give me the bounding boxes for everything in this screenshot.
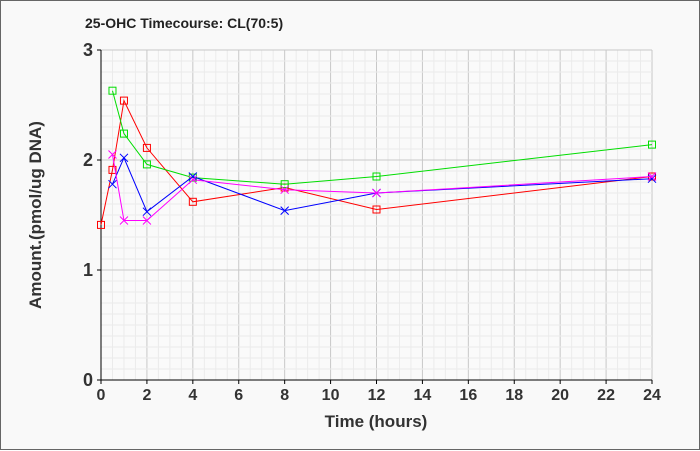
data-point-green	[280, 180, 289, 189]
x-axis-label: Time (hours)	[325, 412, 428, 431]
data-point-blue	[188, 172, 198, 181]
data-point-magenta	[142, 216, 152, 225]
chart-title: 25-OHC Timecourse: CL(70:5)	[85, 15, 283, 31]
data-point-red	[108, 165, 117, 174]
data-point-red	[119, 96, 128, 105]
data-point-blue	[108, 179, 117, 189]
x-tick-label: 2	[142, 387, 151, 404]
x-tick-label: 24	[643, 387, 661, 404]
data-point-green	[372, 172, 381, 181]
data-point-green	[119, 129, 128, 138]
data-point-magenta	[647, 172, 657, 181]
data-point-magenta	[108, 150, 117, 159]
data-point-magenta	[372, 188, 381, 198]
x-tick-label: 20	[551, 387, 569, 404]
x-tick-label: 14	[414, 387, 432, 404]
data-point-blue	[142, 207, 152, 217]
x-tick-label: 0	[97, 387, 106, 404]
data-point-red	[97, 220, 105, 229]
y-tick-label: 1	[83, 260, 93, 280]
data-point-blue	[647, 174, 657, 184]
series-line-red	[100, 98, 653, 226]
data-point-red	[142, 143, 151, 152]
x-tick-label: 12	[368, 387, 386, 404]
data-point-magenta	[188, 175, 198, 185]
data-point-red	[372, 205, 381, 214]
data-point-magenta	[280, 185, 290, 195]
x-tick-label: 4	[188, 387, 197, 404]
y-axis-label: Amount.(pmol/ug DNA)	[26, 121, 45, 309]
series-line-green	[111, 90, 653, 185]
y-tick-label: 0	[83, 370, 93, 390]
data-point-red	[188, 197, 197, 206]
data-point-green	[648, 140, 656, 149]
x-tick-label: 6	[234, 387, 243, 404]
data-point-magenta	[119, 216, 129, 225]
y-tick-label: 3	[83, 40, 93, 60]
data-point-green	[108, 86, 117, 95]
data-point-blue	[280, 206, 290, 215]
x-tick-label: 16	[459, 387, 477, 404]
x-tick-label: 8	[280, 387, 289, 404]
x-tick-label: 22	[597, 387, 615, 404]
x-tick-label: 10	[322, 387, 340, 404]
x-tick-label: 18	[505, 387, 523, 404]
y-tick-label: 2	[83, 150, 93, 170]
data-point-green	[142, 160, 151, 169]
data-point-blue	[119, 153, 129, 163]
